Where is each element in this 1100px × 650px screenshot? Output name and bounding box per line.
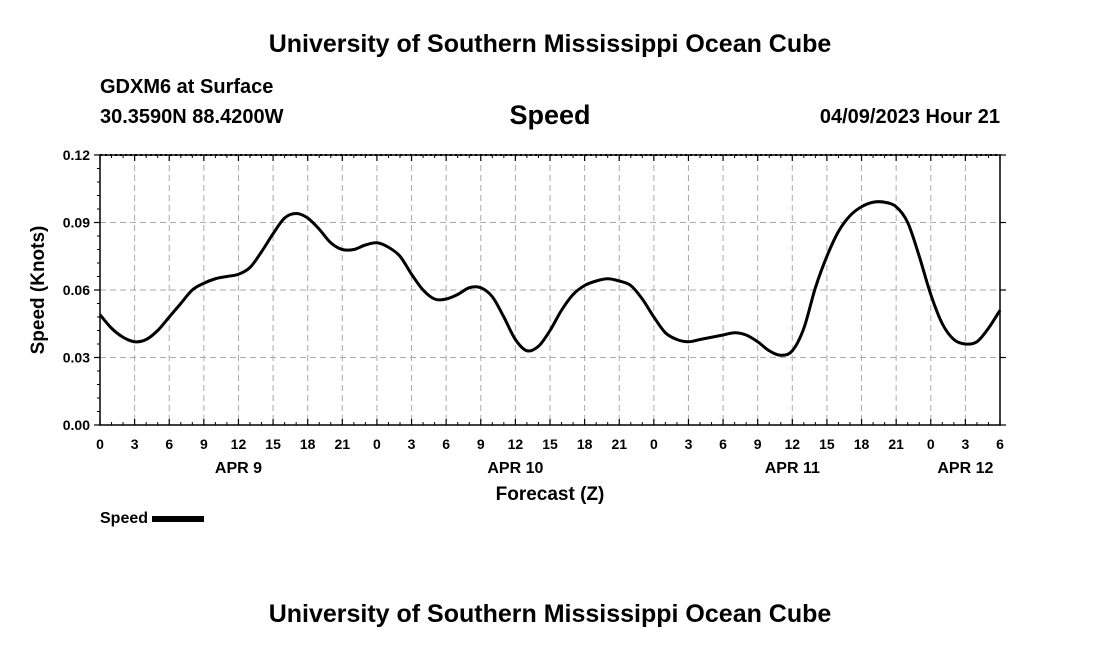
x-tick-label: 0 [927,436,935,452]
x-tick-label: 6 [719,436,727,452]
coordinates-label: 30.3590N 88.4200W [100,106,284,128]
y-tick-label: 0.03 [63,350,90,366]
x-tick-label: 21 [611,436,627,452]
legend-line-swatch [152,515,205,522]
x-tick-label: 15 [542,436,558,452]
date-label: APR 10 [487,460,543,477]
x-tick-label: 12 [231,436,247,452]
x-tick-label: 21 [335,436,351,452]
x-tick-label: 12 [508,436,524,452]
x-tick-label: 6 [996,436,1004,452]
x-tick-label: 18 [300,436,316,452]
y-tick-label: 0.06 [63,282,90,298]
chart-grid [100,155,1000,425]
x-tick-label: 6 [165,436,173,452]
x-tick-label: 18 [854,436,870,452]
forecast-datetime: 04/09/2023 Hour 21 [819,106,1000,128]
x-tick-label: 15 [265,436,281,452]
x-tick-label: 9 [754,436,762,452]
legend: Speed [100,510,205,528]
footer-title: University of Southern Mississippi Ocean… [268,600,832,628]
y-tick-label: 0.09 [63,215,90,231]
x-tick-label: 15 [819,436,835,452]
x-tick-label: 9 [200,436,208,452]
x-tick-label: 18 [577,436,593,452]
x-tick-label: 21 [888,436,904,452]
x-tick-label: 3 [408,436,416,452]
x-tick-label: 12 [785,436,801,452]
x-tick-label: 6 [442,436,450,452]
speed-series-line [98,200,1002,357]
axis-ticks: 0 3 6 9 12 15 18 21 0 3 6 9 12 15 18 21 0 3 6 9 12 15 18 21 0 3 6 0… [63,147,1006,477]
y-tick-label: 0.12 [63,147,90,163]
x-tick-label: 3 [685,436,693,452]
y-axis-label: Speed (Knots) [28,226,49,355]
x-tick-label: 3 [131,436,139,452]
y-tick-label: 0.00 [63,417,90,433]
x-tick-label: 0 [96,436,104,452]
page-title: University of Southern Mississippi Ocean… [268,30,832,58]
date-label: APR 11 [765,460,820,477]
legend-label: Speed [100,510,149,527]
x-tick-label: 3 [961,436,969,452]
x-tick-label: 0 [650,436,658,452]
x-tick-label: 9 [477,436,485,452]
x-tick-label: 0 [373,436,381,452]
x-axis-label: Forecast (Z) [496,484,605,505]
chart-title: Speed [509,100,591,130]
date-label: APR 12 [937,460,993,477]
station-label: GDXM6 at Surface [100,76,274,98]
date-label: APR 9 [215,460,262,477]
